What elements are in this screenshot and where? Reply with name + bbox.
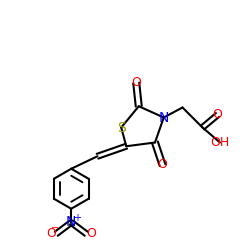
Text: O: O (158, 158, 168, 172)
Text: O: O (86, 227, 96, 240)
Text: S: S (117, 120, 126, 134)
Text: −: − (51, 223, 59, 233)
Text: +: + (73, 213, 81, 223)
Text: O: O (46, 227, 56, 240)
Text: O: O (131, 76, 141, 90)
Text: N: N (158, 110, 169, 124)
Text: N: N (66, 216, 76, 230)
Text: O: O (212, 108, 222, 122)
Text: OH: OH (210, 136, 230, 149)
